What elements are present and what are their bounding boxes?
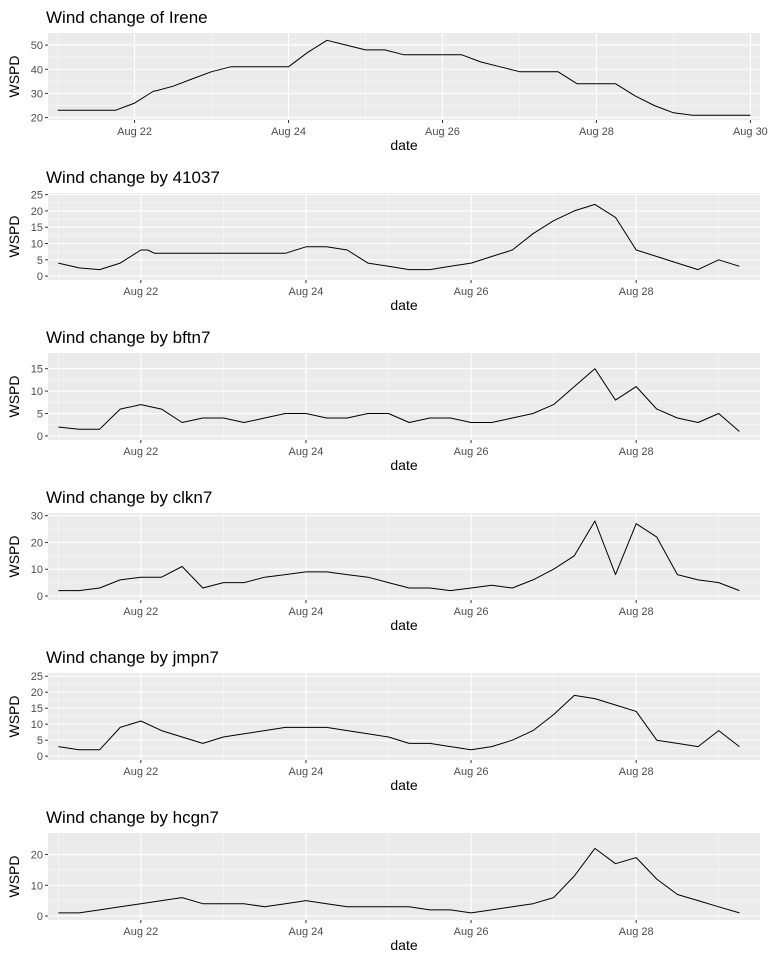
chart-panel-5: Wind change by jmpn7 0 5 10 15 20 25 Aug 22 Aug … <box>6 648 760 793</box>
series-line <box>58 203 740 271</box>
x-tick-label: Aug 26 <box>425 126 460 138</box>
y-tick-label: 0 <box>37 911 43 923</box>
chart-panel-1: Wind change of Irene 20 30 40 50 Aug 22 Aug 24… <box>6 8 768 153</box>
y-tick-label: 20 <box>31 113 43 125</box>
y-tick-label: 40 <box>31 64 43 76</box>
chart-title: Wind change by clkn7 <box>46 488 212 507</box>
y-tick-label: 15 <box>31 703 43 715</box>
y-tick-label: 15 <box>31 364 43 376</box>
y-tick-label: 15 <box>31 222 43 234</box>
y-axis-title: WSPD <box>6 376 22 418</box>
y-tick-label: 50 <box>31 40 43 52</box>
plot-panel <box>48 833 760 920</box>
y-tick-label: 20 <box>31 206 43 218</box>
x-tick-label: Aug 26 <box>454 766 489 778</box>
x-tick-label: Aug 30 <box>733 126 768 138</box>
y-tick-label: 20 <box>31 850 43 862</box>
x-tick-label: Aug 22 <box>123 446 158 458</box>
chart-panel-3: Wind change by bftn7 0 5 10 15 Aug 22 Aug 24 Au… <box>6 328 760 473</box>
y-tick-label: 5 <box>37 409 43 421</box>
x-axis-title: date <box>390 617 417 633</box>
plot-panel <box>48 193 760 280</box>
plot-panel <box>48 353 760 440</box>
chart-title: Wind change by bftn7 <box>46 328 210 347</box>
y-tick-label: 30 <box>31 511 43 523</box>
y-axis-title: WSPD <box>6 696 22 738</box>
y-tick-label: 10 <box>31 239 43 251</box>
x-tick-label: Aug 28 <box>619 606 654 618</box>
x-tick-label: Aug 28 <box>619 286 654 298</box>
y-tick-label: 25 <box>31 190 43 202</box>
y-tick-label: 25 <box>31 671 43 683</box>
y-axis-title: WSPD <box>6 536 22 578</box>
chart-title: Wind change by jmpn7 <box>46 648 219 667</box>
x-tick-label: Aug 26 <box>454 926 489 938</box>
y-tick-label: 30 <box>31 88 43 100</box>
series-line <box>57 39 751 116</box>
x-tick-label: Aug 24 <box>289 606 324 618</box>
plot-panel <box>48 33 760 120</box>
x-axis-title: date <box>390 137 417 153</box>
y-tick-label: 10 <box>31 719 43 731</box>
chart-panel-6: Wind change by hcgn7 0 10 20 Aug 22 Aug 24 Aug… <box>6 808 760 953</box>
chart-title: Wind change of Irene <box>46 8 208 27</box>
x-tick-label: Aug 24 <box>271 126 306 138</box>
x-tick-label: Aug 28 <box>619 766 654 778</box>
x-tick-label: Aug 22 <box>117 126 152 138</box>
x-tick-label: Aug 24 <box>289 926 324 938</box>
x-tick-label: Aug 24 <box>289 766 324 778</box>
chart-panel-4: Wind change by clkn7 0 10 20 30 Aug 22 Aug 24 A… <box>6 488 760 633</box>
series-line <box>58 847 740 914</box>
y-tick-label: 10 <box>31 386 43 398</box>
y-tick-label: 0 <box>37 431 43 443</box>
y-tick-label: 0 <box>37 591 43 603</box>
plot-panel <box>48 673 760 760</box>
y-tick-label: 5 <box>37 255 43 267</box>
x-tick-label: Aug 26 <box>454 286 489 298</box>
y-tick-label: 10 <box>31 880 43 892</box>
y-axis-title: WSPD <box>6 56 22 98</box>
chart-panel-2: Wind change by 41037 0 5 10 15 20 25 Aug 22 Aug … <box>6 168 760 313</box>
x-axis-title: date <box>390 937 417 953</box>
x-tick-label: Aug 22 <box>123 606 158 618</box>
y-axis-title: WSPD <box>6 216 22 258</box>
x-axis-title: date <box>390 297 417 313</box>
y-tick-label: 10 <box>31 564 43 576</box>
y-tick-label: 0 <box>37 751 43 763</box>
x-tick-label: Aug 26 <box>454 446 489 458</box>
chart-title: Wind change by 41037 <box>46 168 220 187</box>
x-tick-label: Aug 24 <box>289 286 324 298</box>
y-axis-title: WSPD <box>6 856 22 898</box>
x-tick-label: Aug 22 <box>123 926 158 938</box>
series-line <box>58 520 740 592</box>
series-line <box>58 368 740 432</box>
y-tick-label: 0 <box>37 271 43 283</box>
x-tick-label: Aug 26 <box>454 606 489 618</box>
x-tick-label: Aug 22 <box>123 286 158 298</box>
y-tick-label: 5 <box>37 735 43 747</box>
series-line <box>58 694 740 751</box>
x-tick-label: Aug 22 <box>123 766 158 778</box>
x-tick-label: Aug 28 <box>579 126 614 138</box>
x-axis-title: date <box>390 457 417 473</box>
chart-title: Wind change by hcgn7 <box>46 808 219 827</box>
x-tick-label: Aug 24 <box>289 446 324 458</box>
x-axis-title: date <box>390 777 417 793</box>
x-tick-label: Aug 28 <box>619 446 654 458</box>
y-tick-label: 20 <box>31 687 43 699</box>
x-tick-label: Aug 28 <box>619 926 654 938</box>
y-tick-label: 20 <box>31 537 43 549</box>
